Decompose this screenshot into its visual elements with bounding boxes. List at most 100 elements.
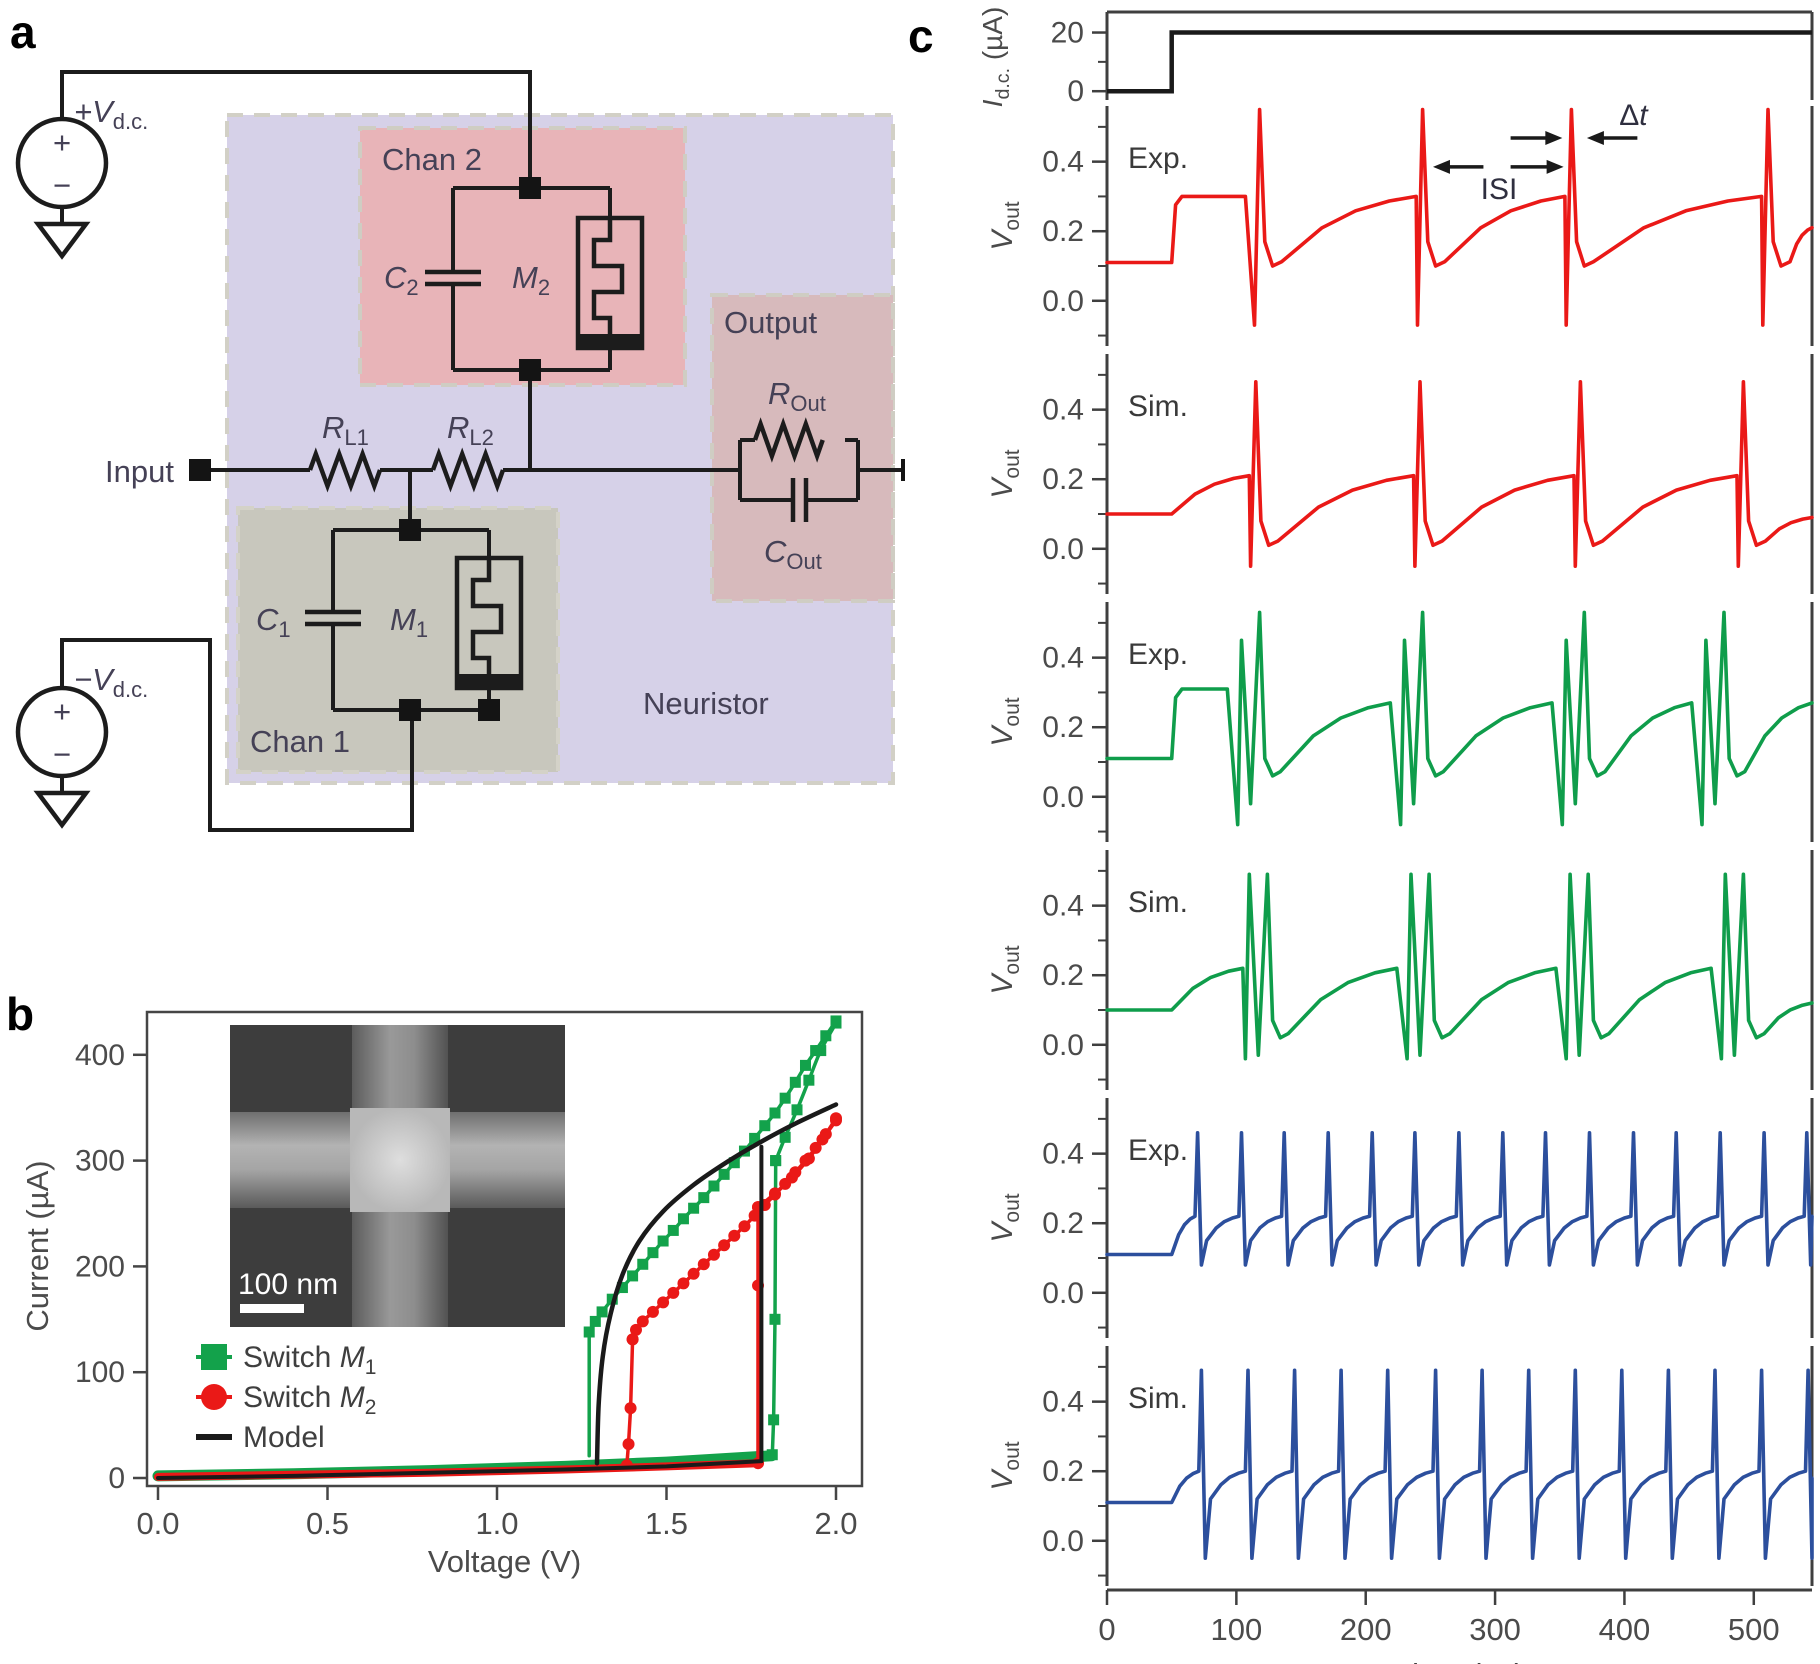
label-part: Δ — [1619, 99, 1639, 132]
vdc-pos-source: + − +Vd.c. — [15, 94, 148, 260]
label-part: V — [986, 724, 1019, 747]
label-part: M — [340, 1381, 365, 1414]
output-block — [710, 293, 895, 603]
wire-vdc-neg-to-chan1 — [60, 638, 414, 832]
time-tick-label: 0 — [1098, 1612, 1115, 1647]
marker-square — [657, 1235, 669, 1247]
marker-square — [810, 1045, 822, 1057]
trace-5-sim — [1105, 1368, 1814, 1560]
idc-tick-label: 20 — [1051, 17, 1084, 50]
plus-sign: + — [53, 694, 71, 729]
marker-square — [769, 1313, 781, 1325]
resistor-rl2 — [430, 447, 506, 493]
vout-tick-label: 0.2 — [1042, 463, 1084, 496]
series-m2-jump-down — [625, 1337, 635, 1468]
label-part: Model — [243, 1421, 325, 1454]
y-tick-label: 100 — [75, 1356, 125, 1389]
label-part: 2 — [365, 1396, 377, 1419]
marker-square — [791, 1104, 803, 1116]
trace-2-exp — [1105, 610, 1814, 827]
marker-square — [688, 1202, 700, 1214]
marker-square — [766, 1449, 778, 1461]
rl1-label: RL1 — [322, 410, 369, 450]
resistor-rout — [752, 417, 825, 463]
plot-frame — [145, 1010, 864, 1488]
dt-left-arrow-head — [1586, 131, 1604, 145]
wire-vdc-pos-to-chan2 — [60, 70, 532, 178]
marker-square — [718, 1168, 730, 1180]
marker-square — [637, 1258, 649, 1270]
trace-3-sim — [1105, 872, 1814, 1061]
vout-tick-label: 0.4 — [1042, 394, 1084, 427]
label-part: out — [1001, 697, 1024, 726]
label-part: 1 — [365, 1356, 377, 1379]
output-circuit — [738, 417, 905, 522]
m1-label: M1 — [390, 602, 428, 642]
ground-icon — [33, 221, 91, 260]
label-part: V — [986, 476, 1019, 499]
chan2-label: Chan 2 — [382, 142, 482, 177]
label-part: V — [986, 228, 1019, 251]
marker-circle — [624, 1402, 637, 1415]
vout-tick-label: 0.4 — [1042, 890, 1084, 923]
scale-bar — [240, 1304, 304, 1313]
marker-square — [647, 1247, 659, 1259]
marker-circle — [728, 1229, 741, 1242]
marker-square — [728, 1157, 740, 1169]
label-part: V — [986, 1468, 1019, 1491]
memristor-m1 — [454, 555, 524, 691]
panel-letter-a: a — [10, 6, 36, 58]
label-part: V — [986, 1220, 1019, 1243]
x-tick-label: 1.5 — [645, 1506, 688, 1541]
marker-square — [779, 1092, 791, 1104]
vout-tick-label: 0.4 — [1042, 146, 1084, 179]
x-axis-label: Voltage (V) — [428, 1544, 581, 1579]
time-tick-label: 400 — [1599, 1612, 1651, 1647]
label-part: t — [1639, 99, 1649, 132]
marker-circle — [697, 1258, 710, 1271]
trace-label-sim: Sim. — [1128, 1382, 1188, 1415]
trace-label-sim: Sim. — [1128, 886, 1188, 919]
series-m1-jump-up — [770, 1158, 778, 1457]
memristor-m2 — [575, 215, 645, 351]
time-tick-label: 100 — [1210, 1612, 1262, 1647]
trace-label-exp: Exp. — [1128, 638, 1188, 671]
label-part: out — [1001, 449, 1024, 478]
marker-square — [616, 1282, 628, 1294]
trace-0-exp — [1105, 107, 1814, 327]
chan1-label: Chan 1 — [250, 724, 350, 759]
dt-right-arrow-head — [1545, 131, 1563, 145]
marker-circle — [789, 1166, 802, 1179]
node-square — [519, 177, 541, 199]
input-label: Input — [105, 454, 174, 489]
idc-axis-label: Id.c. (µA) — [977, 7, 1014, 108]
marker-circle — [629, 1323, 642, 1336]
marker-square — [589, 1315, 601, 1327]
isi-right-arrow-head — [1546, 159, 1564, 174]
rl2-label: RL2 — [447, 410, 494, 450]
time-tick-label: 500 — [1728, 1612, 1780, 1647]
legend-label: Switch M1 — [243, 1341, 376, 1379]
legend-marker-circle — [201, 1384, 227, 1410]
marker-square — [779, 1131, 791, 1143]
marker-square — [627, 1270, 639, 1282]
vout-tick-label: 0.0 — [1042, 1029, 1084, 1062]
marker-circle — [622, 1438, 635, 1451]
minus-sign: − — [53, 168, 71, 203]
label-part: I — [977, 99, 1008, 107]
marker-square — [799, 1059, 811, 1071]
ground-icon — [33, 790, 91, 829]
m2-label: M2 — [512, 260, 550, 300]
x-tick-label: 1.0 — [475, 1506, 518, 1541]
marker-square — [596, 1306, 608, 1318]
marker-circle — [799, 1154, 812, 1167]
legend-label: Model — [243, 1421, 325, 1454]
node-square — [399, 699, 421, 721]
marker-square — [759, 1120, 771, 1132]
label-part: (µA) — [977, 7, 1008, 68]
capacitor-c1 — [305, 609, 361, 627]
vout-tick-label: 0.0 — [1042, 533, 1084, 566]
marker-circle — [768, 1188, 781, 1201]
marker-circle — [626, 1333, 639, 1346]
